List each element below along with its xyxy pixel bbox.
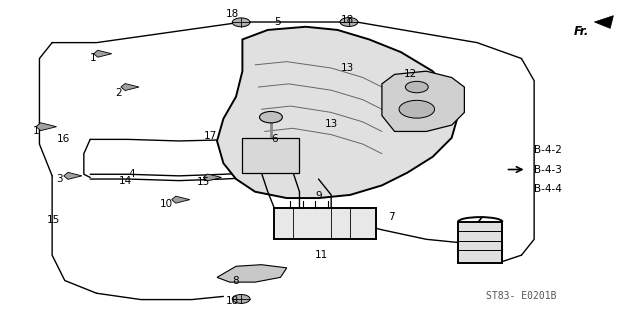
Text: 4: 4 <box>128 169 134 179</box>
Polygon shape <box>36 123 57 131</box>
Text: 17: 17 <box>204 131 217 141</box>
Polygon shape <box>171 196 190 203</box>
Text: 13: 13 <box>325 118 338 129</box>
Text: 7: 7 <box>388 212 395 222</box>
Polygon shape <box>94 50 111 57</box>
Bar <box>458 222 503 263</box>
Circle shape <box>399 100 434 118</box>
Text: B-4-4: B-4-4 <box>534 184 562 194</box>
Text: 10: 10 <box>160 199 173 209</box>
Polygon shape <box>217 265 287 282</box>
Text: 15: 15 <box>196 177 210 187</box>
Text: 9: 9 <box>315 191 322 202</box>
Text: 1: 1 <box>90 53 97 63</box>
Text: 18: 18 <box>226 296 240 306</box>
Polygon shape <box>594 16 613 28</box>
Text: ST83- E0201B: ST83- E0201B <box>486 292 557 301</box>
Text: 18: 18 <box>340 15 354 25</box>
Polygon shape <box>382 71 464 132</box>
Text: B-4-2: B-4-2 <box>534 146 562 156</box>
Text: 12: 12 <box>404 69 417 79</box>
Polygon shape <box>203 174 222 181</box>
Text: Fr.: Fr. <box>574 25 589 38</box>
Circle shape <box>233 294 250 303</box>
Polygon shape <box>217 27 458 198</box>
Text: 8: 8 <box>233 276 240 285</box>
Text: 1: 1 <box>33 126 39 136</box>
Polygon shape <box>121 84 139 91</box>
Circle shape <box>340 18 358 27</box>
Bar <box>274 208 376 239</box>
Circle shape <box>259 111 282 123</box>
Text: 15: 15 <box>47 215 60 225</box>
Bar <box>243 138 299 173</box>
Text: 14: 14 <box>119 176 132 186</box>
Circle shape <box>405 81 428 93</box>
Text: B-4-3: B-4-3 <box>534 164 562 174</box>
Text: 13: 13 <box>340 63 354 73</box>
Text: 6: 6 <box>271 134 278 144</box>
Text: 11: 11 <box>315 250 328 260</box>
Text: 2: 2 <box>115 88 122 98</box>
Polygon shape <box>64 172 82 179</box>
Text: 16: 16 <box>57 134 70 144</box>
Text: 18: 18 <box>226 9 240 19</box>
Text: 5: 5 <box>274 17 280 27</box>
Text: 3: 3 <box>57 174 63 184</box>
Circle shape <box>233 18 250 27</box>
